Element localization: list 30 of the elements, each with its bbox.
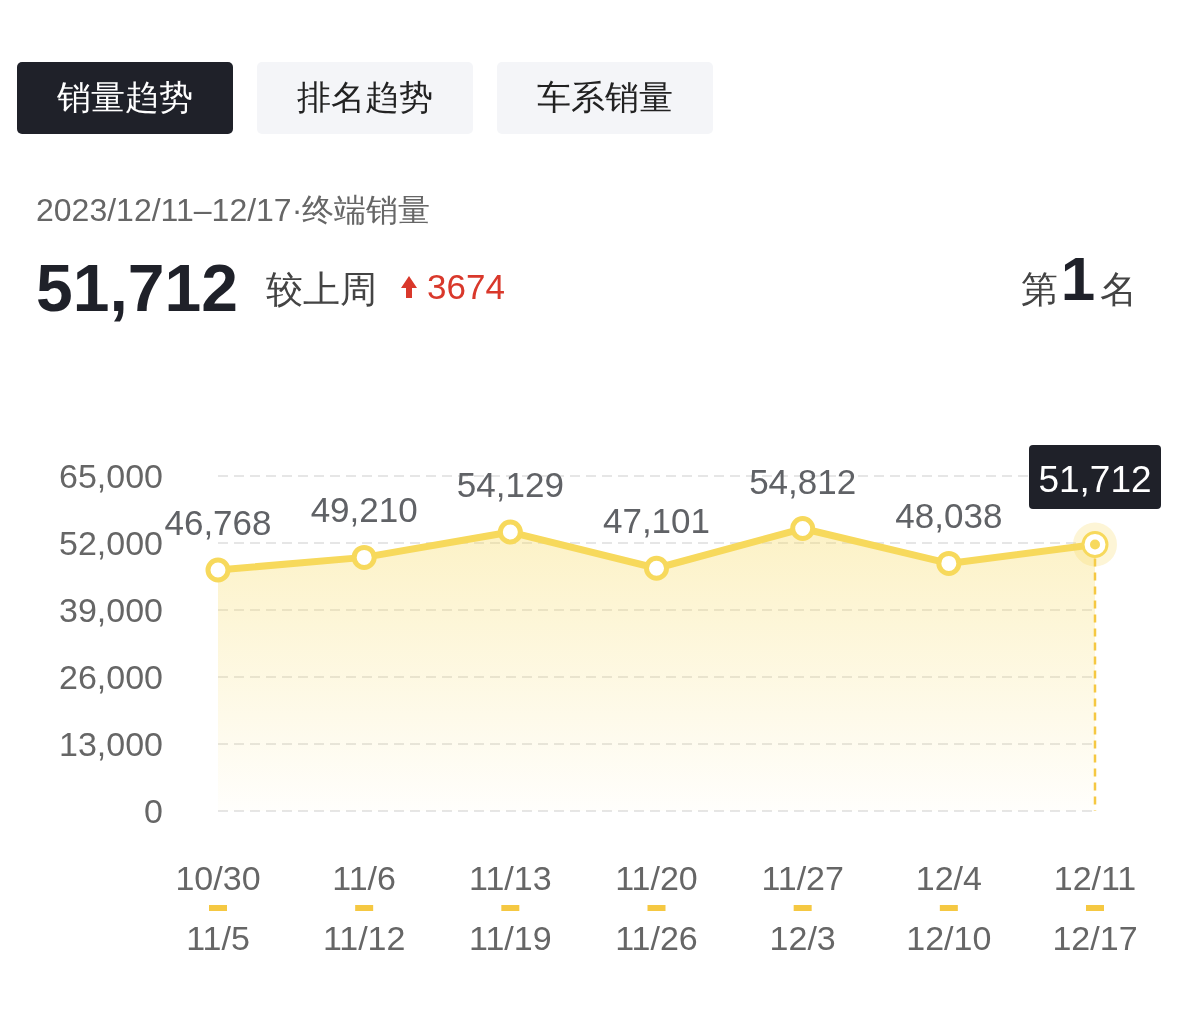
text: 1 <box>1060 244 1096 313</box>
text: 2023/12/11–12/17·终端销量 <box>36 192 431 228</box>
y-tick-label: 65,000 <box>59 457 163 495</box>
data-label: 54,129 <box>456 465 564 505</box>
text: 销量趋势 <box>56 78 193 116</box>
text: 较上周 <box>266 269 377 310</box>
y-tick-label: 13,000 <box>59 725 163 763</box>
x-tick-label: 11/27 12/3 <box>761 859 844 957</box>
data-label: 49,210 <box>310 490 418 530</box>
text: 排名趋势 <box>297 78 433 116</box>
data-label: 46,768 <box>164 502 272 542</box>
data-label: 47,101 <box>602 501 711 541</box>
text: 第 <box>1021 269 1058 310</box>
data-label: 54,812 <box>749 461 857 501</box>
x-tick-label: 11/20 11/26 <box>615 859 698 957</box>
y-tick-label: 52,000 <box>59 524 163 562</box>
data-label: 51,712 <box>1038 459 1152 500</box>
y-tick-label: 39,000 <box>59 591 163 629</box>
x-tick-label: 11/13 11/19 <box>469 859 552 957</box>
y-tick-label: 0 <box>144 792 163 830</box>
y-tick-label: 26,000 <box>59 658 163 696</box>
text: 车系销量 <box>537 78 673 116</box>
text: 3674 <box>427 267 505 306</box>
text: 名 <box>1100 269 1137 310</box>
data-label: 48,038 <box>895 496 1003 536</box>
x-tick-label: 12/11 12/17 <box>1052 859 1138 957</box>
x-tick-label: 12/4 12/10 <box>906 859 992 957</box>
text: 51,712 <box>36 251 238 325</box>
x-tick-label: 10/30 11/5 <box>175 859 261 957</box>
x-tick-label: 11/6 11/12 <box>322 859 406 957</box>
